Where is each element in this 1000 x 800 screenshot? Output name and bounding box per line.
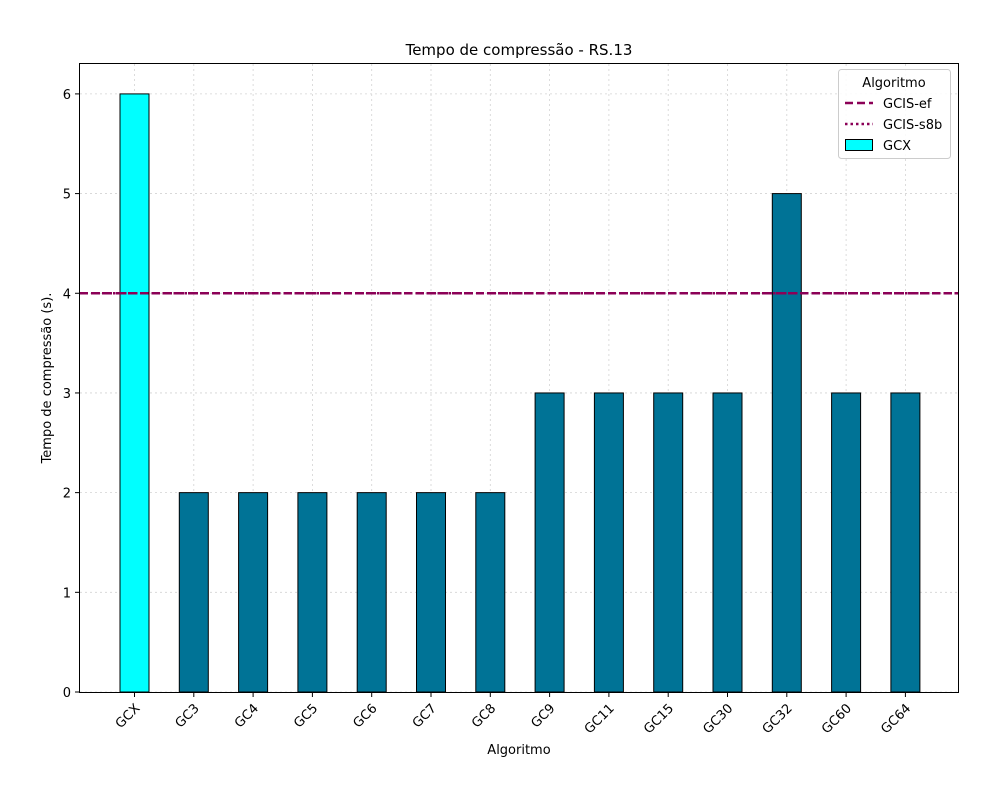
y-axis-label: Tempo de compressão (s). bbox=[40, 293, 55, 465]
y-tick-label: 6 bbox=[63, 88, 71, 103]
bar-gc3 bbox=[178, 492, 209, 693]
x-tick-label: GC11 bbox=[582, 701, 618, 737]
bar-gc32 bbox=[771, 193, 802, 693]
bar-gc5 bbox=[297, 492, 328, 693]
bar-gc6 bbox=[356, 492, 387, 693]
y-tick-label: 0 bbox=[63, 686, 71, 701]
x-axis: GCX GC3 GC4 GC5 GC6 GC7 GC8 GC9 GC11 GC15 GC30 GC32… bbox=[113, 692, 914, 737]
grid bbox=[80, 64, 958, 693]
bar-gc60 bbox=[831, 392, 862, 693]
bar-gc64 bbox=[890, 392, 921, 693]
x-tick-label: GC4 bbox=[232, 701, 262, 731]
y-tick-label: 3 bbox=[63, 387, 71, 402]
x-tick-label: GCX bbox=[113, 701, 144, 732]
x-tick-label: GC8 bbox=[469, 701, 499, 731]
bar-gc9 bbox=[534, 392, 565, 693]
x-axis-label: Algoritmo bbox=[487, 743, 550, 758]
bar-gc4 bbox=[238, 492, 269, 693]
bar-gcx bbox=[119, 93, 150, 693]
bar-gc7 bbox=[416, 492, 446, 693]
y-axis: 0 1 2 3 4 5 6 bbox=[63, 88, 80, 701]
plot-frame bbox=[79, 63, 959, 693]
x-tick-label: GC3 bbox=[173, 701, 203, 731]
y-tick-label: 5 bbox=[63, 188, 71, 203]
x-tick-label: GC32 bbox=[760, 701, 796, 737]
x-tick-label: GC64 bbox=[878, 701, 914, 737]
x-tick-label: GC7 bbox=[410, 701, 440, 731]
legend-label-gcx: GCX bbox=[883, 139, 911, 154]
x-tick-label: GC60 bbox=[819, 701, 855, 737]
legend-title: Algoritmo bbox=[862, 76, 925, 91]
x-tick-label: GC15 bbox=[641, 701, 677, 737]
y-tick-label: 4 bbox=[63, 287, 71, 302]
x-tick-label: GC5 bbox=[291, 701, 321, 731]
legend: Algoritmo GCIS-ef GCIS-s8b GCX bbox=[838, 69, 951, 159]
x-tick-label: GC30 bbox=[700, 701, 736, 737]
legend-label-gcis-ef: GCIS-ef bbox=[883, 97, 932, 112]
chart-title: Tempo de compressão - RS.13 bbox=[405, 41, 633, 59]
x-tick-label: GC9 bbox=[528, 701, 558, 731]
bar-gc15 bbox=[653, 392, 684, 693]
x-tick-label: GC6 bbox=[351, 701, 381, 731]
legend-box bbox=[838, 69, 951, 159]
y-tick-label: 1 bbox=[63, 586, 71, 601]
legend-label-gcis-s8b: GCIS-s8b bbox=[883, 118, 942, 133]
bar-gc30 bbox=[712, 392, 743, 693]
legend-patch-swatch bbox=[845, 139, 873, 151]
bar-gc8 bbox=[475, 492, 506, 693]
bars bbox=[119, 93, 921, 693]
bar-gc11 bbox=[593, 392, 624, 693]
y-tick-label: 2 bbox=[63, 487, 71, 502]
